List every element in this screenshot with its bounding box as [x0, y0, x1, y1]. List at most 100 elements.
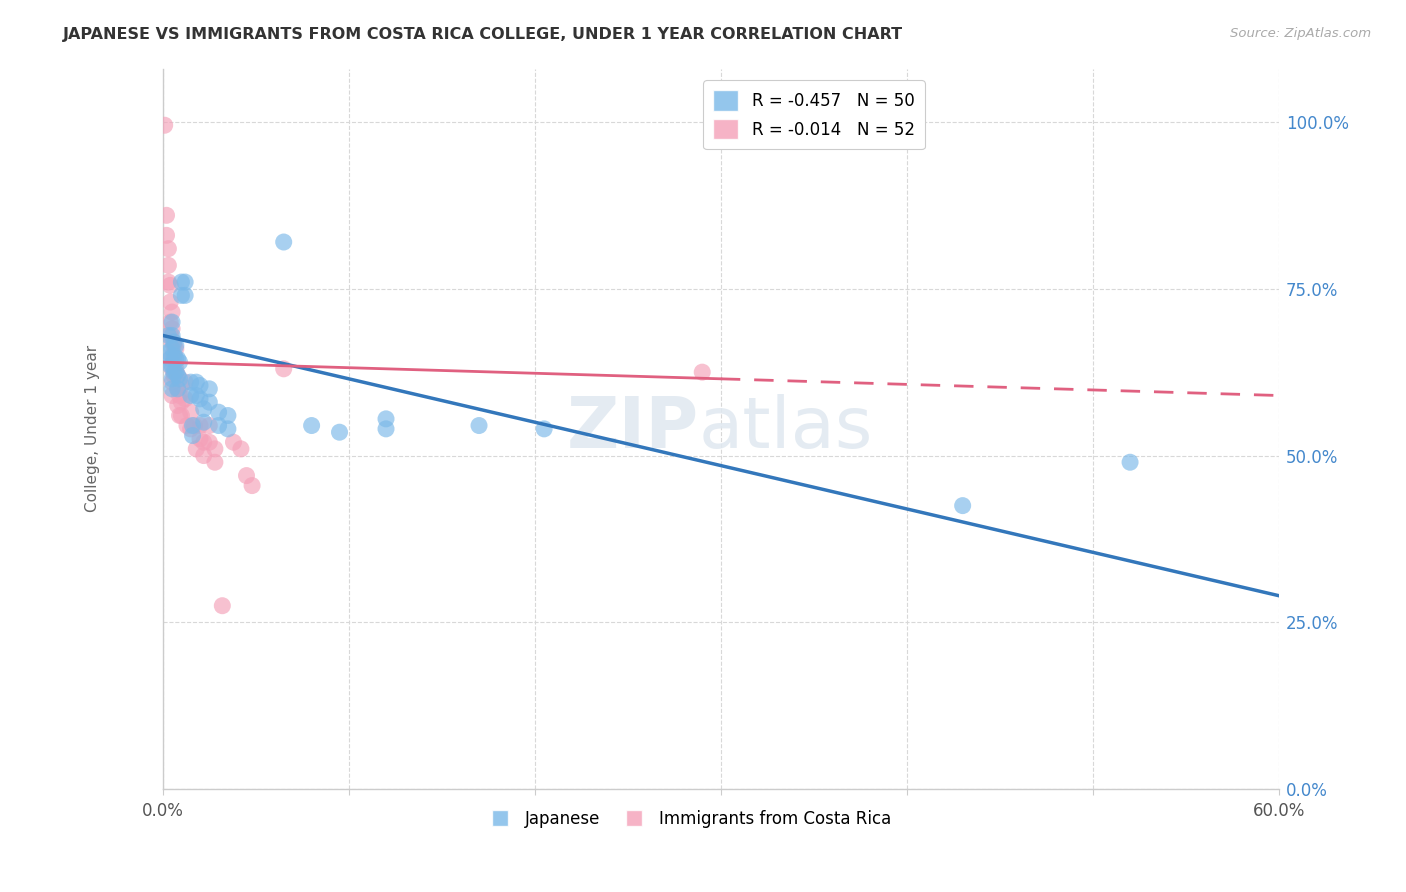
Point — [155, 228, 177, 243]
Point — [163, 338, 186, 352]
Point — [159, 315, 181, 329]
Point — [153, 118, 176, 132]
Point — [157, 328, 180, 343]
Point — [180, 375, 202, 389]
Point — [174, 375, 197, 389]
Point — [160, 372, 183, 386]
Point — [188, 418, 211, 433]
Point — [165, 365, 187, 379]
Point — [170, 409, 193, 423]
Point — [301, 418, 323, 433]
Legend: Japanese, Immigrants from Costa Rica: Japanese, Immigrants from Costa Rica — [477, 804, 898, 835]
Point — [159, 278, 181, 293]
Point — [193, 401, 215, 416]
Point — [160, 349, 183, 363]
Point — [166, 351, 188, 366]
Point — [169, 355, 191, 369]
Point — [188, 432, 211, 446]
Point — [174, 288, 197, 302]
Point — [159, 359, 181, 373]
Point — [170, 275, 193, 289]
Point — [166, 382, 188, 396]
Point — [160, 322, 183, 336]
Point — [163, 349, 186, 363]
Point — [222, 435, 245, 450]
Point — [193, 449, 215, 463]
Point — [375, 422, 398, 436]
Point — [183, 418, 205, 433]
Point — [193, 435, 215, 450]
Point — [229, 442, 252, 456]
Point — [198, 382, 221, 396]
Point — [157, 345, 180, 359]
Point — [186, 388, 208, 402]
Point — [186, 442, 208, 456]
Point — [160, 315, 183, 329]
Point — [533, 422, 555, 436]
Point — [169, 388, 191, 402]
Point — [159, 328, 181, 343]
Point — [180, 422, 202, 436]
Point — [157, 259, 180, 273]
Point — [181, 418, 204, 433]
Point — [160, 342, 183, 356]
Point — [170, 395, 193, 409]
Point — [166, 368, 188, 383]
Point — [160, 375, 183, 389]
Point — [186, 375, 208, 389]
Point — [165, 338, 187, 352]
Point — [1119, 455, 1142, 469]
Point — [328, 425, 350, 440]
Point — [159, 351, 181, 366]
Point — [165, 351, 187, 366]
Point — [163, 351, 186, 366]
Point — [160, 305, 183, 319]
Point — [468, 418, 491, 433]
Point — [159, 295, 181, 310]
Point — [170, 378, 193, 392]
Point — [157, 275, 180, 289]
Point — [170, 288, 193, 302]
Point — [207, 405, 229, 419]
Point — [166, 382, 188, 396]
Point — [165, 342, 187, 356]
Point — [193, 415, 215, 429]
Point — [217, 422, 239, 436]
Point — [163, 368, 186, 383]
Point — [198, 395, 221, 409]
Point — [169, 409, 191, 423]
Point — [160, 335, 183, 350]
Point — [240, 478, 263, 492]
Point — [166, 368, 188, 383]
Point — [163, 335, 186, 350]
Point — [235, 468, 257, 483]
Point — [174, 392, 197, 406]
Point — [188, 392, 211, 406]
Point — [176, 418, 198, 433]
Point — [273, 235, 295, 249]
Point — [163, 365, 186, 379]
Point — [204, 442, 226, 456]
Point — [160, 382, 183, 396]
Point — [204, 455, 226, 469]
Y-axis label: College, Under 1 year: College, Under 1 year — [86, 345, 100, 512]
Point — [160, 328, 183, 343]
Point — [160, 359, 183, 373]
Point — [273, 361, 295, 376]
Point — [180, 405, 202, 419]
Point — [169, 372, 191, 386]
Point — [160, 361, 183, 376]
Point — [207, 418, 229, 433]
Point — [160, 388, 183, 402]
Point — [181, 428, 204, 442]
Text: ZIP: ZIP — [567, 394, 699, 463]
Point — [155, 208, 177, 222]
Point — [166, 399, 188, 413]
Text: Source: ZipAtlas.com: Source: ZipAtlas.com — [1230, 27, 1371, 40]
Point — [157, 242, 180, 256]
Point — [690, 365, 713, 379]
Point — [188, 378, 211, 392]
Text: atlas: atlas — [699, 394, 873, 463]
Point — [165, 361, 187, 376]
Text: JAPANESE VS IMMIGRANTS FROM COSTA RICA COLLEGE, UNDER 1 YEAR CORRELATION CHART: JAPANESE VS IMMIGRANTS FROM COSTA RICA C… — [63, 27, 904, 42]
